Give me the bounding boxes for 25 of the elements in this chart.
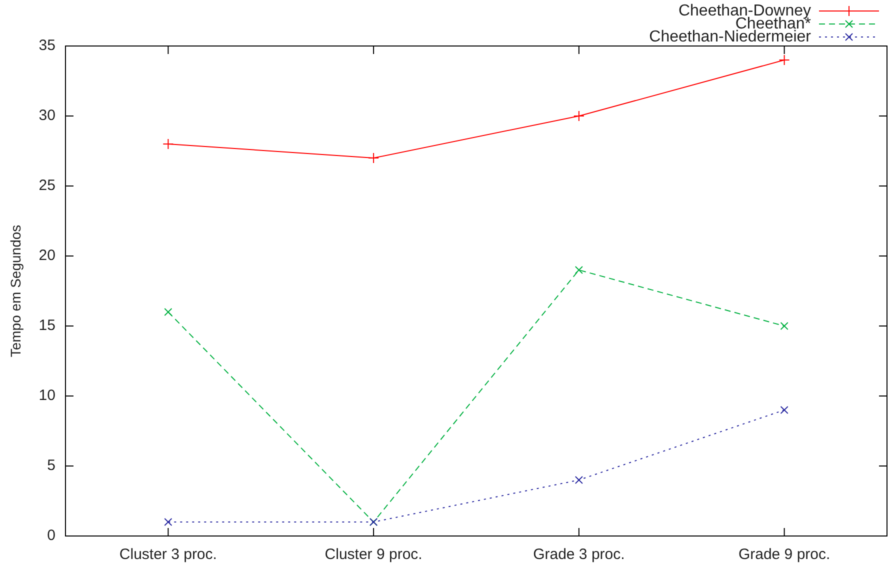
point (164, 518, 172, 526)
y-tick-label: 20 (38, 247, 56, 264)
y-tick-label: 25 (38, 177, 56, 194)
y-tick-label: 35 (38, 37, 56, 54)
x-tick-label: Grade 3 proc. (533, 546, 625, 564)
y-tick-label: 30 (38, 107, 56, 124)
x-tick-label: Cluster 9 proc. (324, 546, 422, 564)
point (574, 266, 583, 274)
y-axis-title: Tempo em Segundos (7, 224, 24, 358)
legend-label: Cheethan-Downey (678, 2, 811, 20)
point (573, 110, 584, 122)
point (162, 138, 174, 150)
y-tick-label: 10 (38, 387, 56, 404)
x-tick-label: Cluster 3 proc. (119, 546, 217, 564)
y-tick-label: 15 (38, 317, 56, 334)
point (368, 152, 380, 164)
point (574, 476, 583, 484)
y-tick-label: 0 (47, 527, 56, 544)
point (778, 54, 790, 66)
legend-label: Cheethan-Niedermeier (649, 28, 812, 46)
x-tick-label: Grade 9 proc. (738, 546, 830, 564)
point (780, 322, 788, 330)
y-tick-label: 5 (47, 457, 56, 474)
point (780, 406, 788, 414)
point (164, 308, 172, 316)
